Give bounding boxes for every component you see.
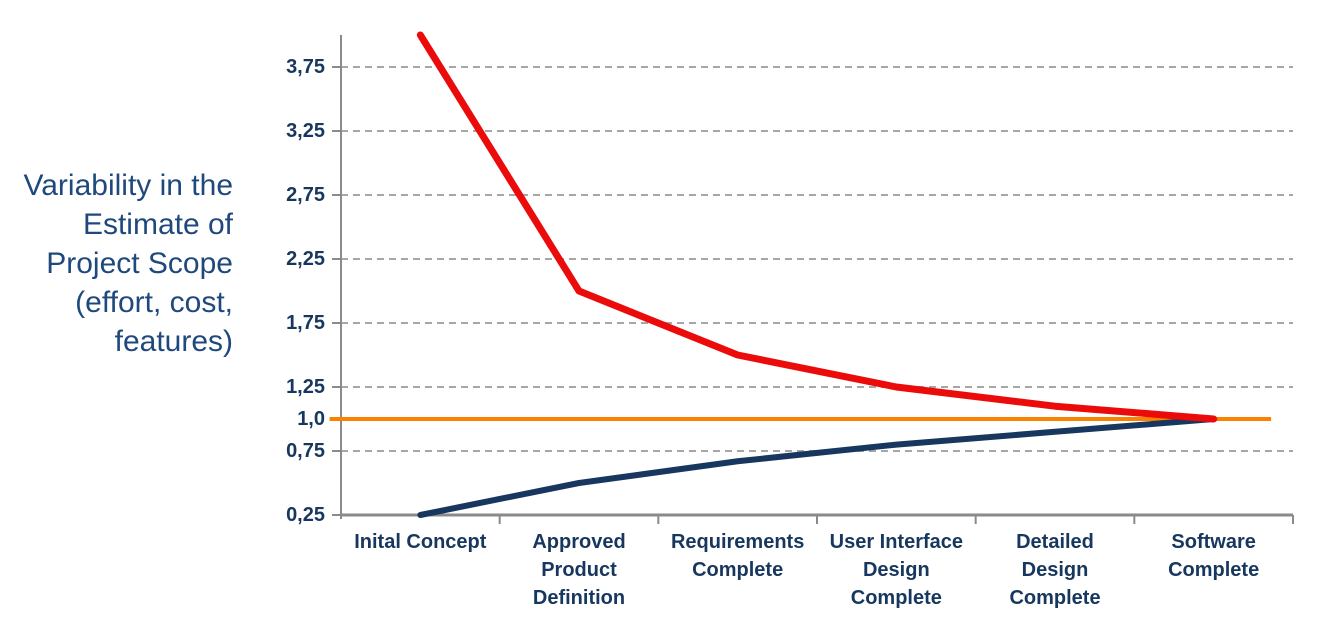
y-axis-title: Variability in the Estimate of Project S… xyxy=(0,166,233,361)
x-category-label: Approved Product Definition xyxy=(489,528,669,612)
y-axis-title-line: Variability in the xyxy=(23,169,233,202)
lower-estimate-bound-line xyxy=(417,416,1217,518)
x-category-label-line: Detailed xyxy=(1016,531,1094,553)
y-axis-title-line: Project Scope xyxy=(46,247,233,280)
x-category-label: Requirements Complete xyxy=(648,528,828,584)
y-tick-label: 1,0 xyxy=(297,408,325,430)
x-category-label-line: Complete xyxy=(692,559,784,581)
x-category-label: Detailed Design Complete xyxy=(965,528,1145,612)
y-tick-label: 0,25 xyxy=(286,504,325,526)
y-tick-label: 2,75 xyxy=(286,184,325,206)
y-tick-label: 3,25 xyxy=(286,120,325,142)
x-category-label-line: Design xyxy=(1021,559,1089,581)
x-category-label-line: Design xyxy=(862,559,930,581)
upper-estimate-bound-line xyxy=(416,31,1218,423)
y-axis-title-line: Estimate of xyxy=(82,208,233,241)
x-category-label-line: Complete xyxy=(1168,559,1260,581)
y-tick-label: 3,75 xyxy=(286,56,325,78)
y-tick-label: 2,25 xyxy=(286,248,325,270)
x-category-label-line: Complete xyxy=(1009,587,1101,609)
x-category-label-line: Definition xyxy=(532,587,626,609)
x-category-label-line: Requirements xyxy=(670,531,805,553)
x-category-label-line: Product xyxy=(541,559,617,581)
x-category-label: Software Complete xyxy=(1124,528,1304,584)
y-tick-label: 1,75 xyxy=(286,312,325,334)
y-tick-label: 0,75 xyxy=(286,440,325,462)
x-category-label: Inital Concept xyxy=(330,528,510,556)
x-category-label-line: User Interface xyxy=(829,531,964,553)
y-axis-title-line: features) xyxy=(114,325,233,358)
y-axis-title-line: (effort, cost, xyxy=(75,286,233,319)
y-tick-label: 1,25 xyxy=(286,376,325,398)
x-category-label-line: Complete xyxy=(850,587,942,609)
x-category-label-line: Inital Concept xyxy=(354,531,487,553)
x-category-label-line: Approved xyxy=(532,531,626,553)
x-category-label-line: Software xyxy=(1171,531,1256,553)
x-category-label: User Interface Design Complete xyxy=(806,528,986,612)
